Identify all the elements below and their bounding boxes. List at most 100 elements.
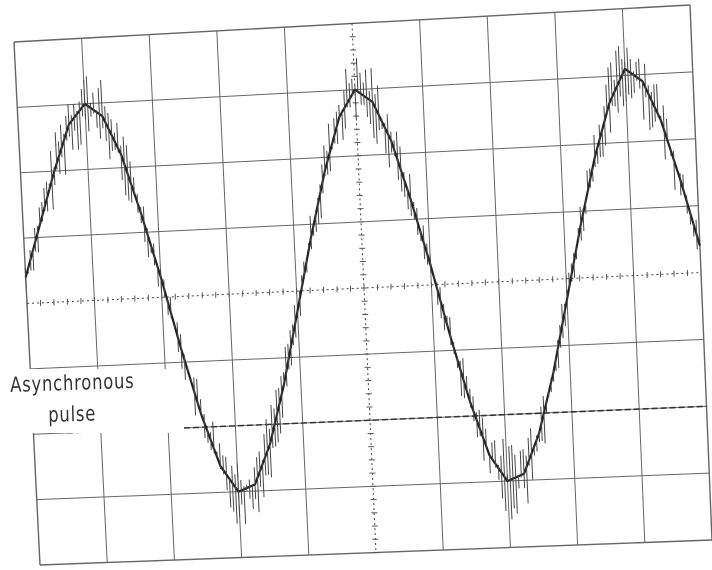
waveform-noise-mark — [695, 219, 698, 250]
waveform-noise-mark — [243, 486, 247, 524]
graticule — [13, 4, 712, 566]
waveform-noise-mark — [110, 119, 113, 151]
waveform-noise-mark — [426, 243, 429, 265]
waveform-noise-mark — [80, 88, 84, 117]
waveform-noise-mark — [362, 82, 365, 105]
waveform-noise-mark — [270, 404, 274, 448]
waveform-noise-mark — [57, 141, 61, 174]
waveform-noise-mark — [686, 195, 688, 214]
waveform-noise-mark — [615, 50, 619, 113]
waveform-noise-mark — [591, 168, 594, 182]
waveform-noise-mark — [413, 201, 415, 219]
waveform-noise-mark — [323, 145, 326, 177]
waveform-noise-mark — [555, 357, 557, 372]
waveform-noise-mark — [563, 303, 566, 327]
annotation-background — [6, 369, 184, 433]
waveform-noise-mark — [169, 296, 172, 319]
waveform-noise-mark — [225, 456, 228, 491]
waveform-noise-mark — [293, 305, 297, 338]
waveform-noise-mark — [419, 229, 422, 242]
waveform-noise-mark — [41, 202, 44, 222]
waveform-noise-mark — [321, 164, 324, 194]
waveform-noise-mark — [261, 459, 265, 498]
waveform-noise-mark — [63, 133, 67, 175]
annotation-label-line2: pulse — [48, 401, 97, 427]
waveform-noise-mark — [183, 354, 186, 380]
waveform-noise-mark — [24, 267, 27, 289]
waveform-noise-mark — [300, 275, 303, 290]
waveform-noise-mark — [641, 81, 645, 120]
waveform-noise-mark — [284, 346, 288, 387]
waveform-noise-mark — [570, 263, 573, 282]
waveform-noise-mark — [662, 105, 666, 160]
waveform-noise-mark — [566, 289, 568, 304]
waveform-noise-mark — [586, 170, 589, 193]
waveform-noise-mark — [439, 287, 442, 319]
waveform-noise-mark — [384, 123, 387, 154]
waveform-noise-mark — [682, 174, 685, 194]
waveform-noise-mark — [67, 104, 70, 137]
waveform-noise-mark — [218, 443, 222, 470]
waveform-noise-mark — [550, 378, 552, 393]
waveform-noise-mark — [113, 132, 116, 150]
waveform-noise-mark — [489, 455, 491, 474]
waveform-noise-mark — [292, 324, 294, 345]
waveform-noise-mark — [327, 123, 332, 172]
waveform-noise-mark — [593, 134, 596, 168]
waveform-noise-mark — [34, 228, 37, 252]
waveform-noise-mark — [409, 173, 412, 216]
waveform-noise-mark — [234, 474, 238, 524]
waveform-noise-mark — [95, 110, 98, 128]
waveform-noise-mark — [107, 112, 111, 160]
waveform-noise-mark — [341, 110, 344, 140]
waveform-noise-mark — [65, 116, 68, 141]
waveform-noise-mark — [559, 324, 562, 348]
waveform-noise-mark — [100, 79, 104, 129]
waveform-noise-mark — [309, 215, 313, 250]
waveform-noise-mark — [500, 455, 504, 499]
waveform-noise-mark — [120, 145, 123, 181]
waveform-noise-mark — [104, 106, 107, 141]
waveform-noise-mark — [545, 400, 548, 414]
waveform-noise-mark — [70, 115, 74, 150]
waveform-noise-mark — [465, 376, 468, 394]
waveform-noise-mark — [617, 45, 621, 97]
waveform-noise-mark — [429, 253, 432, 273]
waveform-noise-mark — [253, 467, 257, 500]
waveform-noise-mark — [485, 428, 487, 450]
waveform-noise-mark — [459, 360, 463, 397]
waveform-noise-mark — [626, 47, 630, 95]
pulse-baseline — [67, 405, 707, 434]
waveform-noise-mark — [140, 207, 142, 224]
waveform-noise-mark — [351, 78, 353, 96]
waveform-noise-mark — [535, 435, 538, 452]
waveform-noise-mark — [519, 450, 522, 478]
waveform-noise-mark — [364, 69, 369, 117]
waveform-noise-mark — [240, 479, 243, 505]
waveform-noise-mark — [469, 388, 472, 408]
waveform-noise-mark — [577, 227, 580, 242]
waveform-noise-mark — [335, 111, 339, 145]
waveform-noise-mark — [475, 412, 479, 438]
waveform-noise-mark — [540, 406, 543, 441]
waveform-noise-mark — [273, 408, 277, 447]
waveform-noise-mark — [275, 390, 279, 443]
waveform-noise-mark — [403, 171, 406, 197]
waveform-noise-mark — [314, 210, 317, 232]
waveform-noise-mark — [589, 168, 591, 188]
waveform-noise-mark — [83, 80, 87, 120]
waveform-noise-mark — [607, 67, 612, 133]
waveform-noise-mark — [263, 433, 267, 476]
waveform-noise-mark — [228, 478, 232, 508]
waveform-noise-mark — [478, 409, 481, 437]
waveform-noise-mark — [76, 111, 80, 150]
waveform-noise-mark — [390, 131, 393, 153]
waveform-noise-mark — [568, 272, 571, 291]
waveform-noise-mark — [529, 428, 534, 480]
waveform-noise-mark — [49, 151, 54, 210]
waveform-noise-mark — [511, 445, 515, 509]
waveform-noise-mark — [508, 446, 513, 520]
waveform-noise-mark — [613, 80, 616, 107]
waveform-noise-mark — [317, 197, 320, 224]
